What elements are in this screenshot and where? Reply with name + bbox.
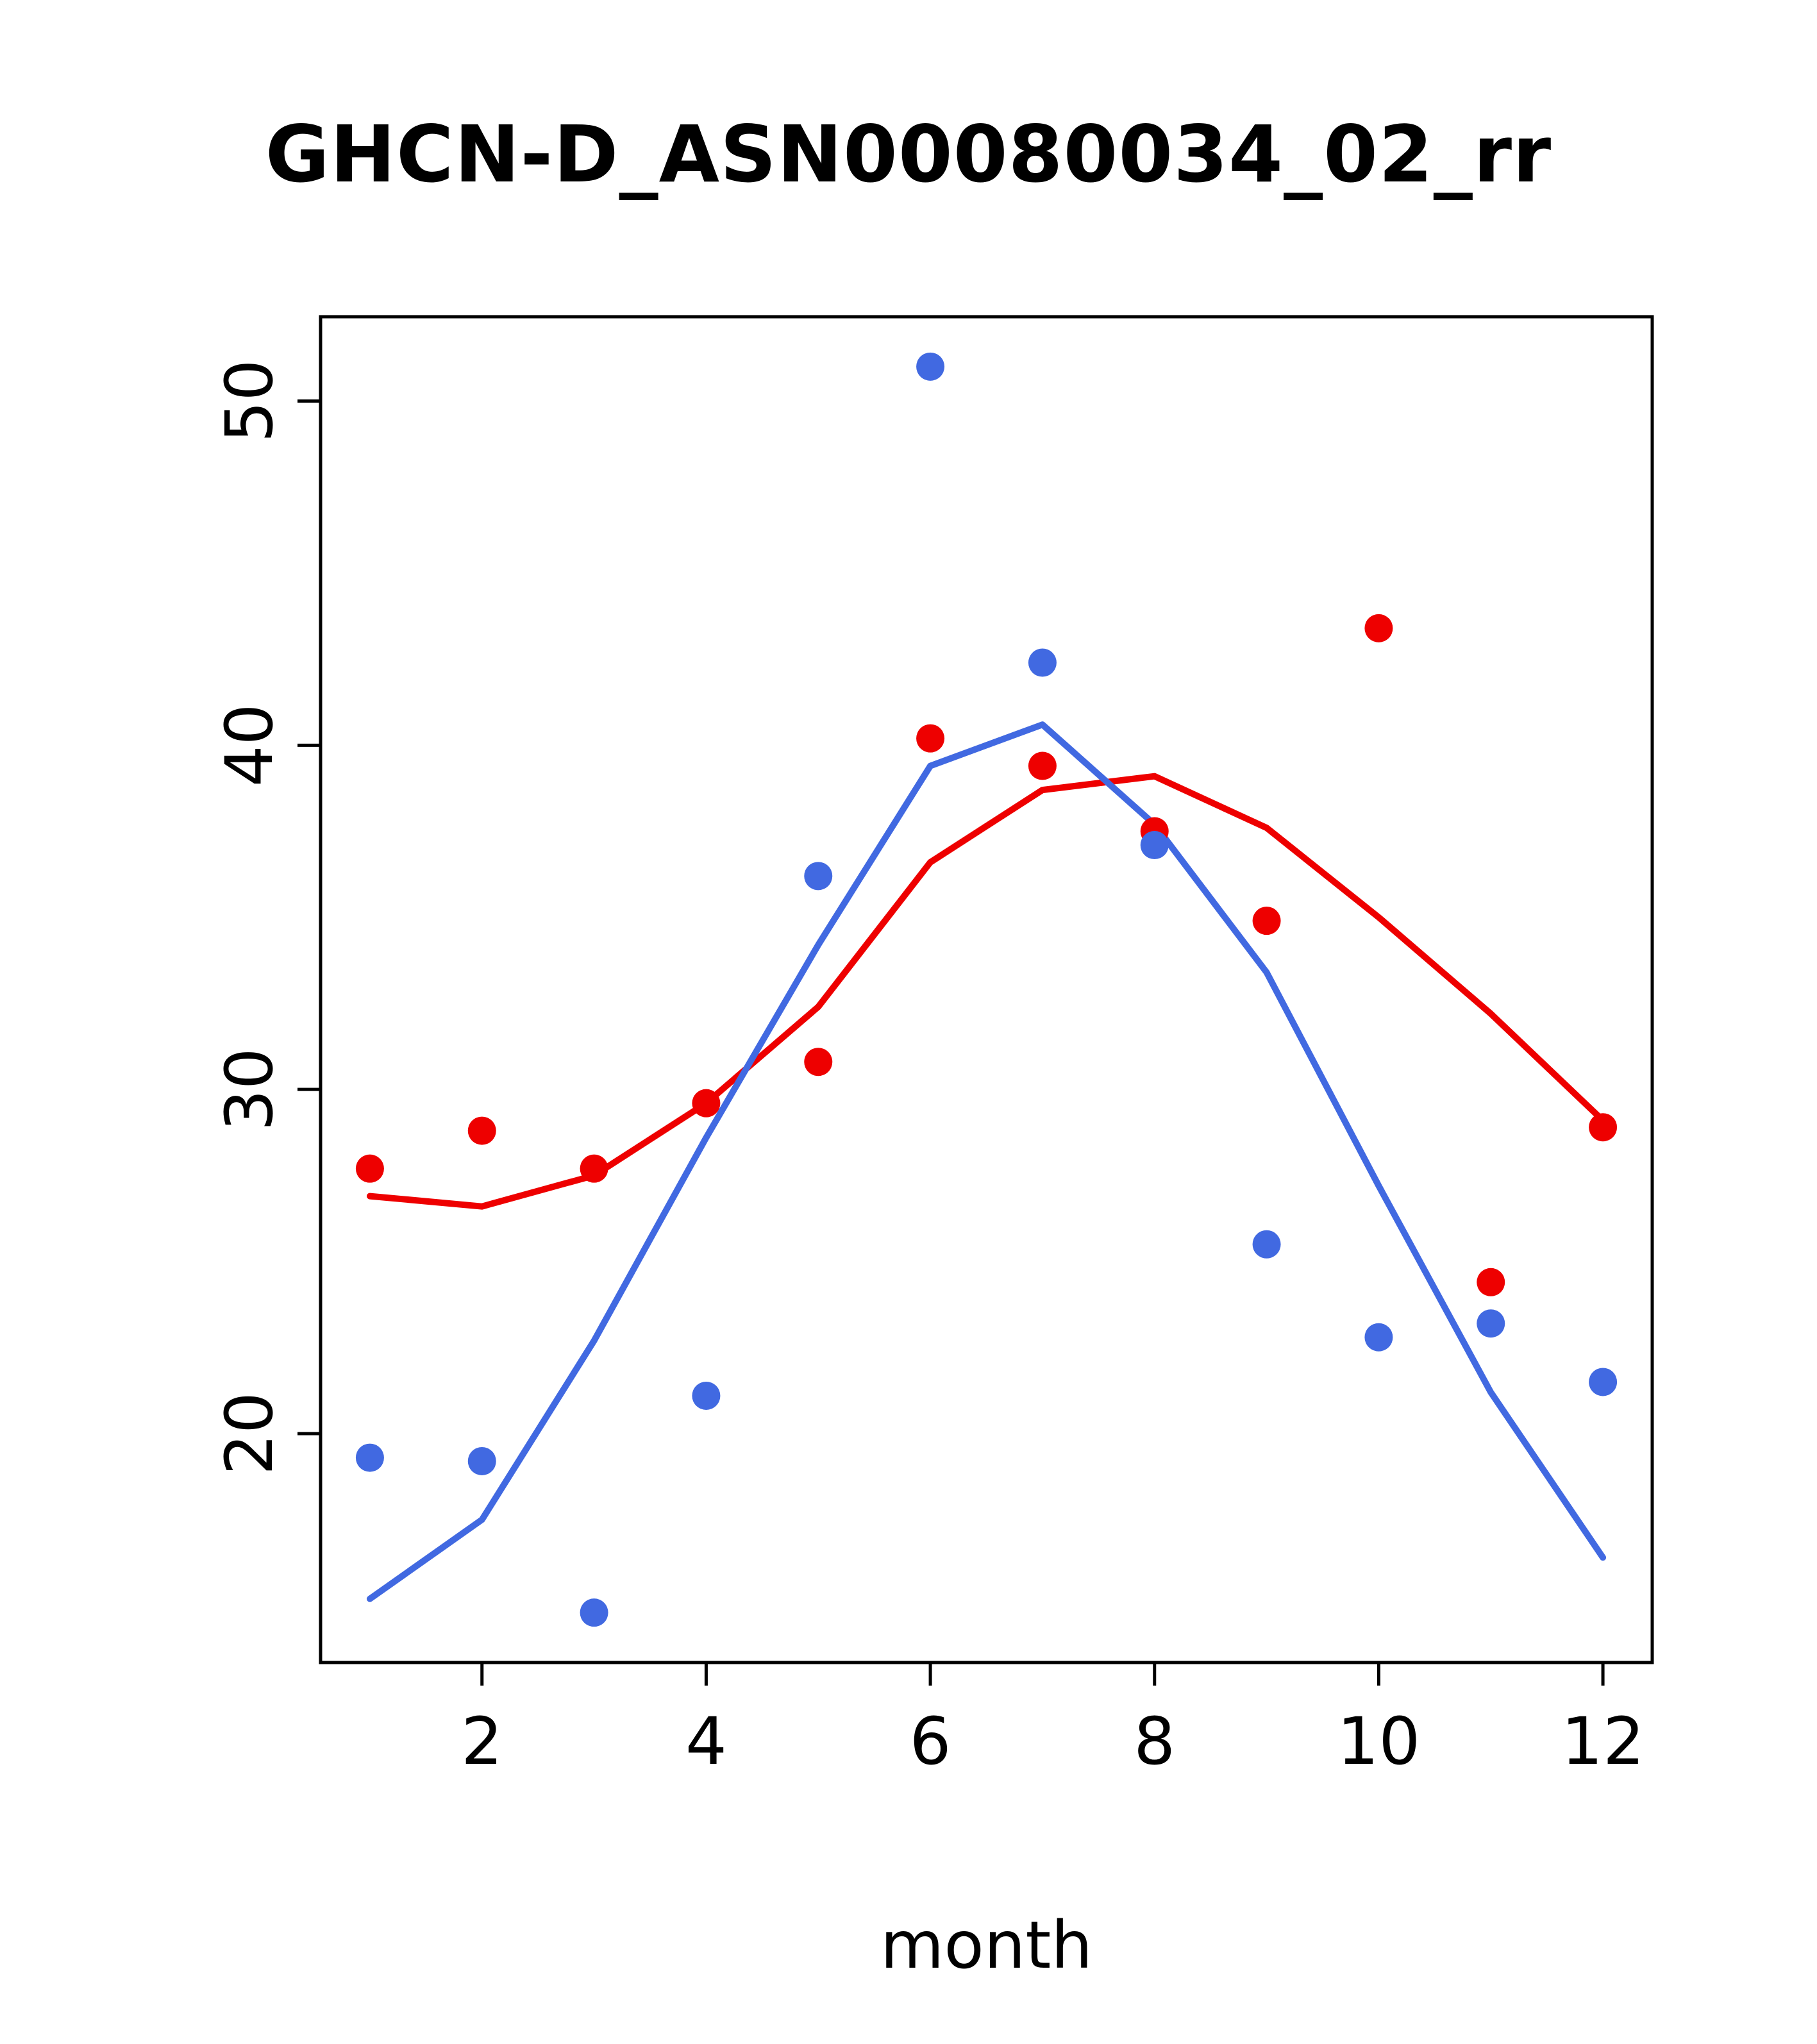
- red-points-point: [580, 1154, 608, 1183]
- blue-points-point: [1589, 1368, 1618, 1396]
- red-points-point: [1589, 1113, 1618, 1142]
- blue-points-point: [355, 1443, 384, 1472]
- x-tick-label: 6: [910, 1704, 951, 1780]
- blue-points-point: [580, 1598, 608, 1627]
- y-tick-label: 50: [212, 360, 288, 443]
- red-points-point: [1252, 907, 1281, 935]
- red-points-point: [1028, 751, 1057, 780]
- blue-points-point: [804, 862, 833, 891]
- blue-points-point: [692, 1381, 721, 1410]
- blue-points-point: [916, 352, 945, 381]
- red-points-point: [467, 1116, 496, 1145]
- x-tick-label: 12: [1561, 1704, 1645, 1780]
- x-tick-label: 4: [685, 1704, 727, 1780]
- y-tick-label: 40: [212, 703, 288, 787]
- red-points-point: [804, 1048, 833, 1076]
- x-axis-label: month: [880, 1907, 1093, 1984]
- y-tick-label: 30: [212, 1048, 288, 1131]
- x-tick-label: 2: [461, 1704, 503, 1780]
- red-points-point: [916, 724, 945, 753]
- plot-box: [319, 315, 1654, 1664]
- red-points-point: [692, 1089, 721, 1118]
- red-points-point: [1364, 614, 1393, 642]
- red-points-point: [355, 1154, 384, 1183]
- red-smooth-line: [366, 773, 1607, 1210]
- blue-smooth-line: [366, 721, 1607, 1602]
- blue-points-point: [1364, 1323, 1393, 1352]
- blue-points-point: [1140, 831, 1169, 860]
- blue-points-point: [1028, 648, 1057, 677]
- x-tick-label: 10: [1337, 1704, 1421, 1780]
- chart-title: GHCN-D_ASN00080034_02_rr: [265, 109, 1552, 200]
- y-tick-label: 20: [212, 1392, 288, 1475]
- blue-points-point: [1252, 1230, 1281, 1259]
- blue-points-point: [467, 1446, 496, 1475]
- x-tick-label: 8: [1134, 1704, 1175, 1780]
- red-points-point: [1477, 1268, 1505, 1296]
- blue-points-point: [1477, 1309, 1505, 1338]
